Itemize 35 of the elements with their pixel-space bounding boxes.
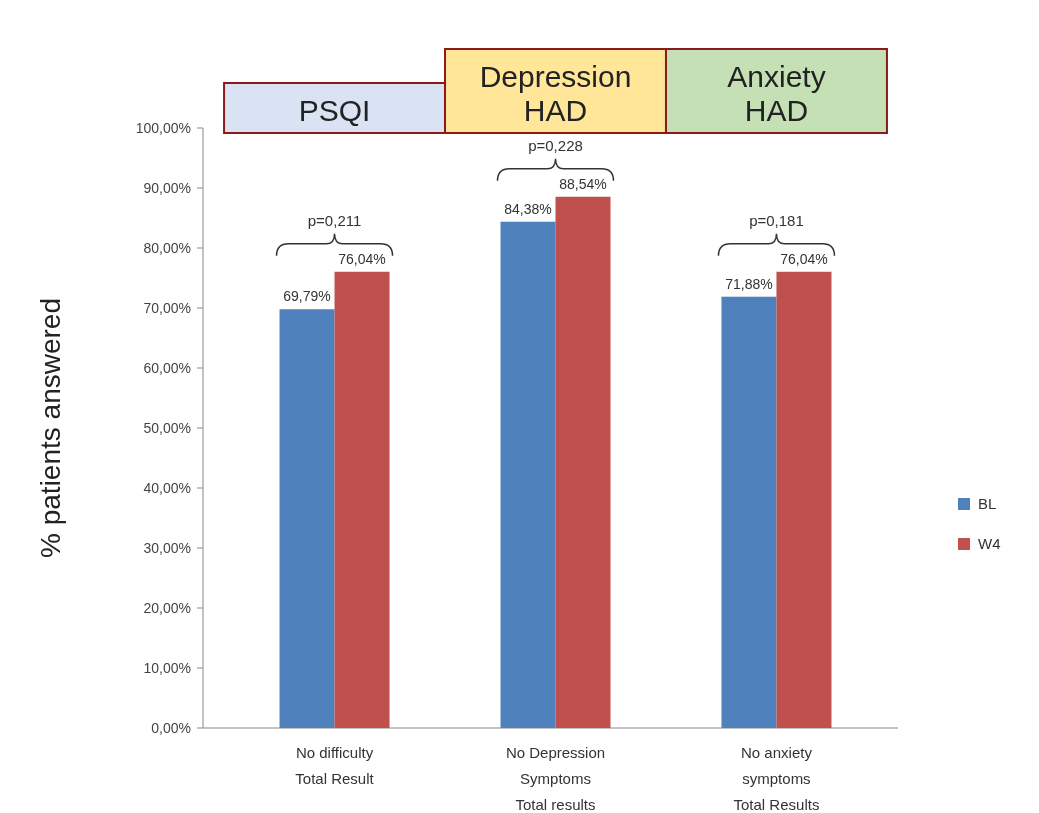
data-label: 69,79% [283,288,331,305]
legend-label: BL [978,495,997,512]
x-tick-label: No Depression Symptoms Total results [505,744,606,813]
y-tick-label: 70,00% [143,299,191,316]
annotation: p=0,181 [749,211,804,229]
bar [279,309,335,728]
bar [555,196,611,728]
bar [721,296,777,728]
y-tick-label: 90,00% [143,179,191,196]
y-tick-label: 30,00% [143,539,191,556]
data-label: 76,04% [338,250,386,267]
text: PSQI [298,94,371,127]
y-tick-label: 80,00% [143,239,191,256]
x-tick-label: No anxiety symptoms Total Results [733,744,820,813]
data-label: 71,88% [725,275,773,292]
text: Depression HAD [479,60,632,127]
y-tick-label: 60,00% [143,359,191,376]
data-label: 84,38% [504,200,552,217]
bar [500,221,556,728]
y-tick-label: 40,00% [143,479,191,496]
bar [334,271,390,728]
text: Anxiety HAD [727,60,826,127]
y-tick-label: 0,00% [151,719,191,736]
legend-label: W4 [978,535,1001,552]
y-axis-title: % patients answered [35,298,66,558]
annotation: p=0,228 [528,136,583,154]
bar [776,271,832,728]
y-tick-label: 10,00% [143,659,191,676]
x-tick-label: No difficulty Total Result [295,744,375,787]
data-label: 88,54% [559,175,607,192]
y-tick-label: 20,00% [143,599,191,616]
y-tick-label: 50,00% [143,419,191,436]
data-label: 76,04% [780,250,828,267]
annotation: p=0,211 [307,211,362,229]
y-tick-label: 100,00% [135,119,191,136]
